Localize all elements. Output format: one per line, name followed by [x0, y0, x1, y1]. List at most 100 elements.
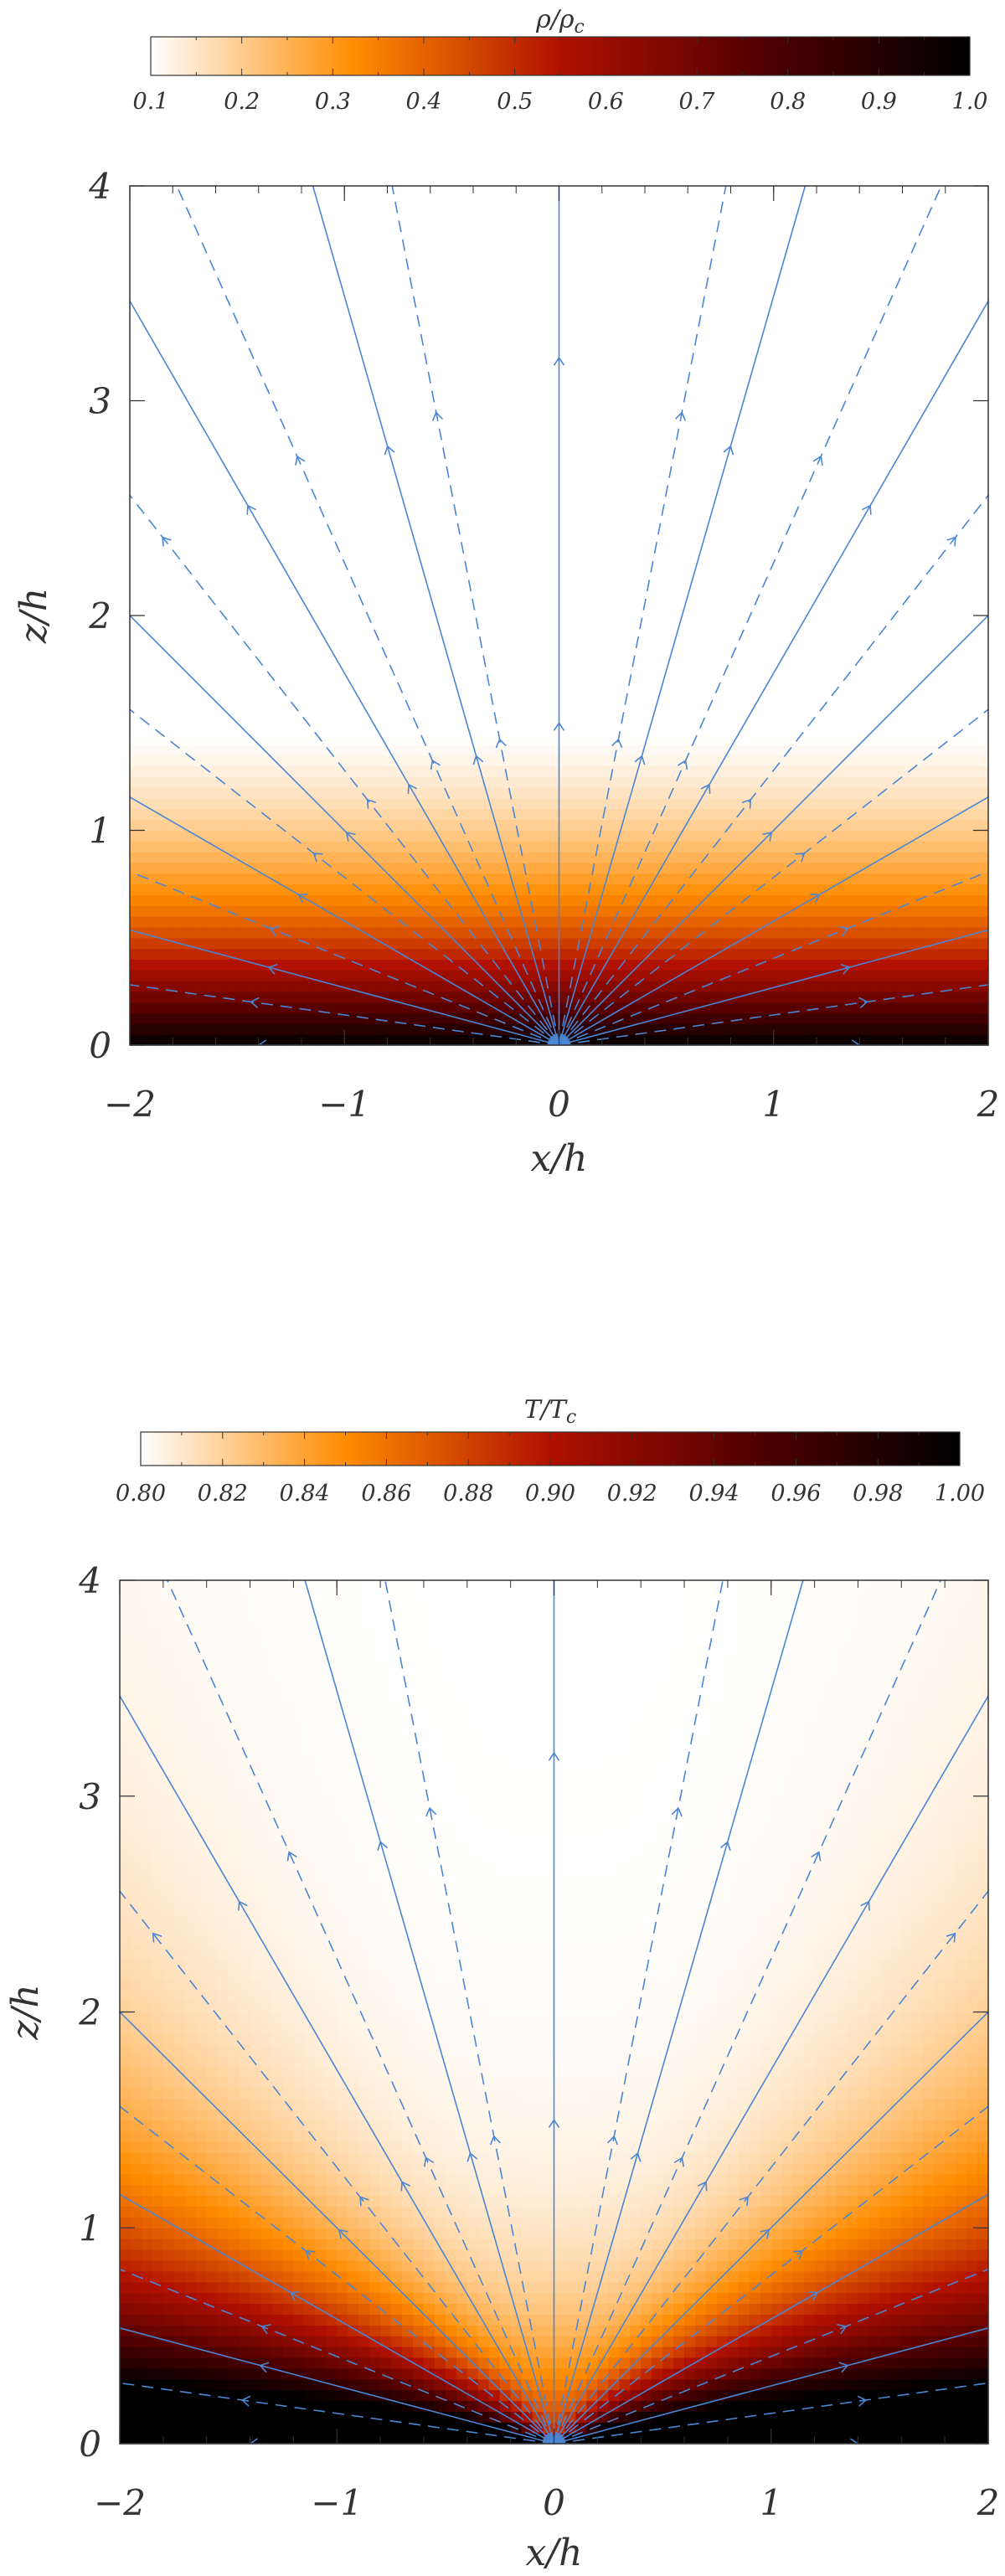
heatmap-cell [709, 400, 721, 412]
heatmap-cell [752, 282, 764, 294]
heatmap-cell [280, 658, 291, 670]
heatmap-cell [130, 884, 142, 896]
heatmap-cell [559, 926, 570, 939]
heatmap-cell [215, 196, 227, 209]
heatmap-cell [419, 282, 431, 294]
heatmap-cell [365, 282, 378, 294]
heatmap-cell [666, 551, 678, 563]
heatmap-cell [140, 260, 152, 273]
heatmap-cell [462, 873, 474, 885]
heatmap-cell [162, 690, 173, 703]
heatmap-cell [333, 240, 345, 251]
heatmap-cell [483, 1002, 496, 1014]
heatmap-cell [376, 561, 389, 574]
heatmap-cell [312, 229, 324, 240]
heatmap-cell [580, 605, 592, 616]
heatmap-cell [269, 465, 281, 477]
heatmap-cell [462, 690, 474, 703]
heatmap-cell [655, 605, 667, 616]
heatmap-cell [527, 605, 539, 616]
heatmap-cell [258, 701, 271, 714]
heatmap-cell [269, 422, 281, 434]
heatmap-cell [688, 271, 699, 284]
heatmap-cell [677, 368, 688, 380]
heatmap-cell [559, 207, 570, 219]
heatmap-cell [762, 379, 775, 391]
heatmap-cell [355, 443, 367, 456]
heatmap-cell [655, 734, 667, 745]
heatmap-cell [677, 507, 688, 520]
heatmap-cell [752, 970, 764, 981]
heatmap-cell [483, 379, 496, 391]
heatmap-cell [151, 658, 163, 670]
heatmap-cell [559, 368, 570, 380]
heatmap-cell [130, 186, 142, 198]
heatmap-cell [580, 862, 592, 874]
heatmap-cell [612, 487, 624, 498]
heatmap-cell [430, 293, 442, 305]
heatmap-cell [193, 411, 206, 423]
heatmap-cell [140, 734, 152, 745]
heatmap-cell [784, 325, 796, 337]
heatmap-cell [215, 690, 227, 703]
heatmap-cell [430, 873, 442, 885]
heatmap-cell [548, 487, 560, 498]
heatmap-cell [666, 765, 678, 777]
heatmap-cell [441, 991, 452, 1003]
heatmap-cell [730, 830, 742, 842]
heatmap-cell [741, 476, 753, 487]
heatmap-cell [344, 1034, 356, 1046]
heatmap-cell [505, 250, 517, 262]
heatmap-cell [559, 572, 570, 585]
heatmap-cell [441, 250, 452, 262]
heatmap-cell [537, 647, 549, 659]
heatmap-cell [559, 358, 570, 369]
heatmap-cell [537, 808, 549, 821]
heatmap-cell [590, 819, 603, 832]
heatmap-cell [441, 755, 452, 767]
heatmap-cell [559, 873, 570, 885]
heatmap-cell [623, 507, 635, 520]
heatmap-cell [741, 765, 753, 777]
heatmap-cell [441, 314, 452, 327]
heatmap-cell [505, 690, 517, 703]
heatmap-cell [344, 636, 356, 649]
heatmap-cell [548, 432, 560, 445]
heatmap-cell [548, 798, 560, 810]
heatmap-cell [462, 605, 474, 616]
heatmap-cell [280, 841, 291, 853]
heatmap-cell [580, 690, 592, 703]
heatmap-cell [387, 443, 399, 456]
heatmap-cell [333, 1034, 345, 1046]
heatmap-cell [612, 1012, 624, 1024]
heatmap-cell [269, 497, 281, 509]
heatmap-cell [645, 325, 657, 337]
heatmap-cell [312, 497, 324, 509]
heatmap-cell [570, 347, 581, 358]
heatmap-cell [291, 368, 302, 380]
heatmap-cell [226, 594, 238, 605]
heatmap-cell [237, 701, 249, 714]
heatmap-cell [612, 765, 624, 777]
heatmap-cell [590, 583, 603, 595]
heatmap-cell [387, 368, 399, 380]
heatmap-cell [634, 787, 646, 799]
heatmap-cell [580, 540, 592, 552]
heatmap-cell [183, 647, 195, 659]
heatmap-cell [709, 1023, 721, 1035]
heatmap-cell [322, 669, 335, 681]
heatmap-cell [226, 862, 238, 874]
heatmap-cell [344, 605, 356, 616]
heatmap-cell [612, 196, 624, 209]
heatmap-cell [162, 787, 173, 799]
heatmap-cell [302, 229, 313, 240]
heatmap-cell [173, 594, 184, 605]
heatmap-cell [247, 712, 260, 724]
heatmap-cell [130, 487, 142, 498]
heatmap-cell [355, 186, 367, 198]
heatmap-cell [570, 765, 581, 777]
heatmap-cell [719, 358, 732, 369]
heatmap-cell [302, 1002, 313, 1014]
heatmap-cell [398, 465, 410, 477]
heatmap-cell [419, 959, 431, 971]
